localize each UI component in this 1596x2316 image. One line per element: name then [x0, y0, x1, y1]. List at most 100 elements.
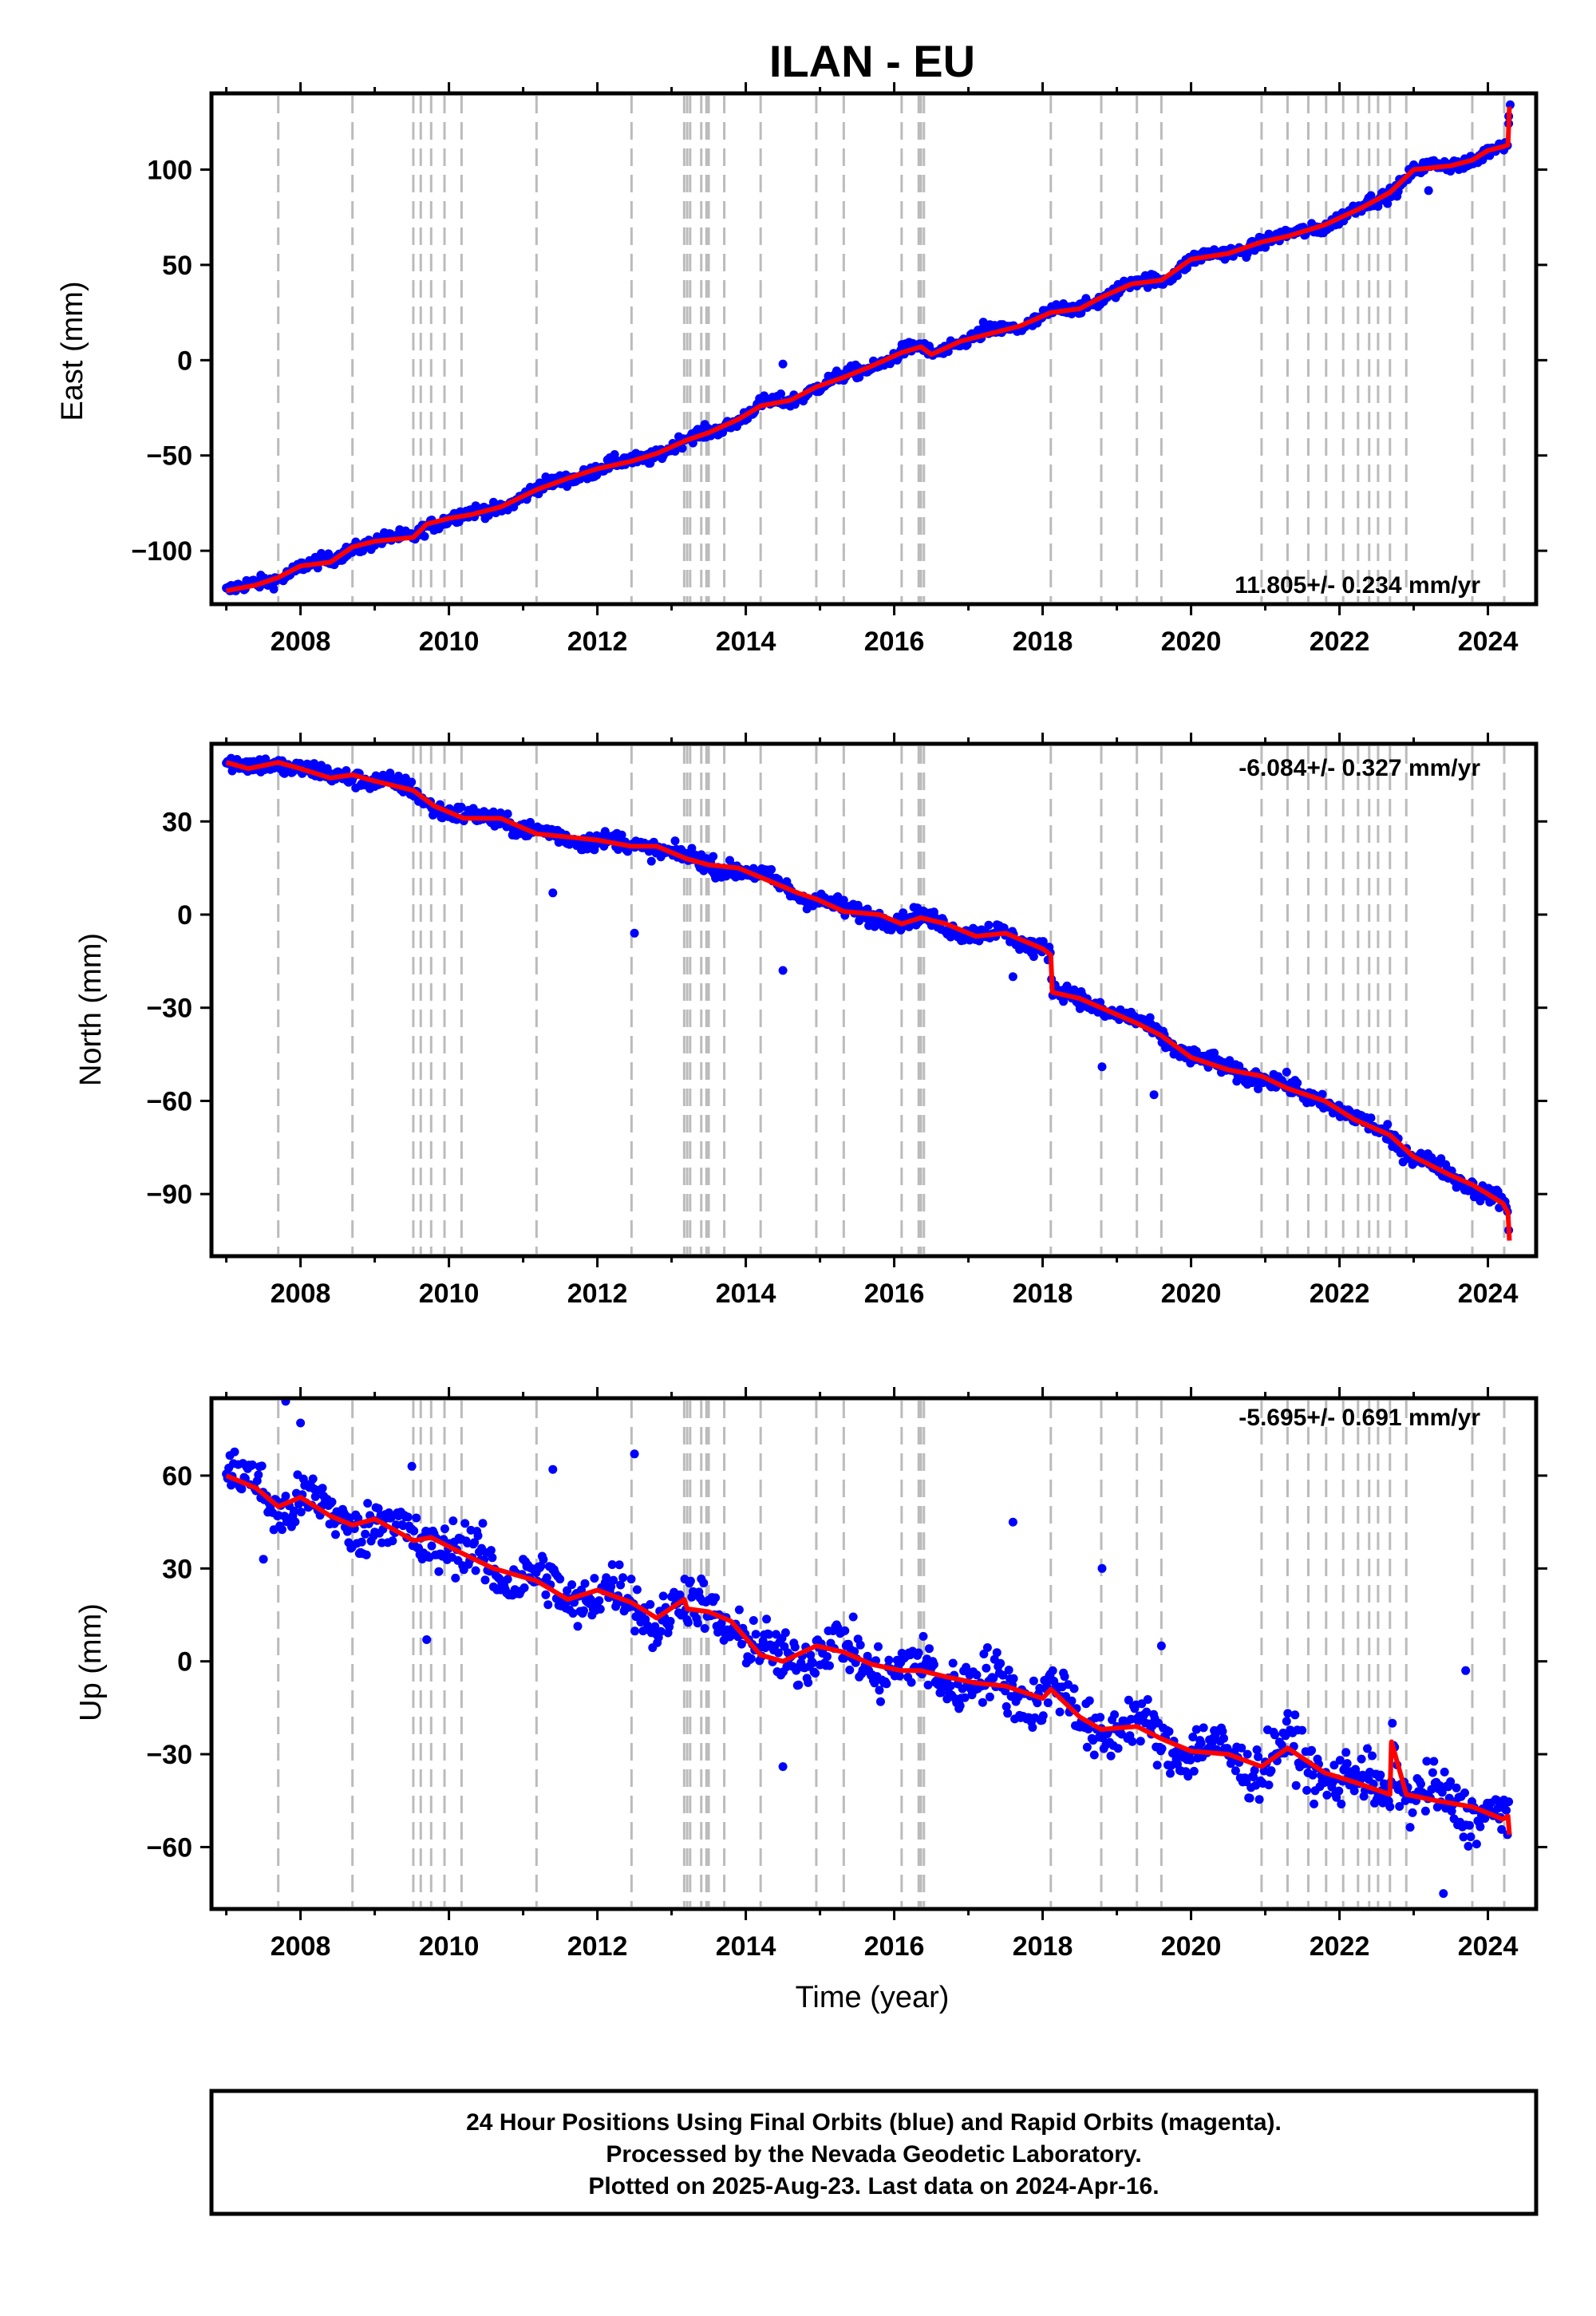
- data-point: [923, 1680, 933, 1690]
- rate-label: -6.084+/- 0.327 mm/yr: [1238, 755, 1480, 781]
- x-tick-label: 2024: [1458, 626, 1519, 657]
- x-tick-label: 2024: [1458, 1279, 1519, 1309]
- data-point: [427, 1541, 437, 1551]
- y-tick-label: −90: [146, 1180, 192, 1210]
- data-point: [543, 1600, 553, 1610]
- data-point: [361, 1529, 370, 1539]
- x-tick-label: 2020: [1161, 626, 1222, 657]
- data-point: [1033, 1698, 1042, 1708]
- data-point: [884, 1655, 894, 1665]
- x-tick-label: 2014: [716, 1279, 776, 1309]
- data-point: [261, 754, 271, 764]
- data-point: [1452, 1783, 1461, 1792]
- data-point: [1219, 1733, 1228, 1743]
- data-point: [946, 1682, 955, 1690]
- x-tick-label: 2018: [1013, 1931, 1073, 1962]
- x-tick-label: 2008: [271, 626, 331, 657]
- y-tick-label: −50: [146, 441, 192, 472]
- data-point: [1428, 1768, 1437, 1777]
- plot-frame: [209, 1396, 1539, 1911]
- data-point: [989, 1674, 998, 1683]
- x-tick-label: 2024: [1458, 1931, 1519, 1962]
- data-point: [1357, 1754, 1366, 1764]
- data-point: [1152, 1761, 1162, 1770]
- data-point: [776, 389, 785, 398]
- y-tick-label: −60: [146, 1832, 192, 1863]
- data-point: [327, 1497, 337, 1507]
- data-point: [656, 1626, 666, 1636]
- data-point: [409, 1526, 419, 1535]
- x-tick-label: 2012: [567, 1931, 628, 1962]
- data-point: [542, 1573, 551, 1583]
- data-point: [1199, 1723, 1208, 1733]
- data-points: [222, 753, 1514, 1235]
- outlier-point: [548, 888, 558, 898]
- data-point: [1142, 1707, 1152, 1717]
- data-point: [780, 1628, 790, 1638]
- data-point: [1128, 1737, 1137, 1746]
- data-point: [602, 1573, 611, 1583]
- data-point: [237, 1484, 247, 1494]
- data-point: [420, 532, 429, 541]
- data-point: [342, 1527, 352, 1536]
- data-point: [1145, 1013, 1155, 1022]
- data-points: [222, 100, 1515, 595]
- data-point: [1082, 1742, 1092, 1752]
- data-point: [1368, 1751, 1377, 1761]
- data-point: [1029, 1676, 1038, 1686]
- x-tick-label: 2014: [716, 626, 776, 657]
- data-points: [222, 1397, 1514, 1899]
- data-point: [342, 766, 351, 775]
- data-point: [978, 1697, 987, 1707]
- data-point: [1408, 1808, 1417, 1817]
- data-point: [1429, 1757, 1439, 1766]
- data-point: [373, 1504, 383, 1513]
- footer-box: 24 Hour Positions Using Final Orbits (bl…: [209, 2089, 1539, 2216]
- data-point: [1405, 1823, 1415, 1832]
- data-point: [876, 1697, 885, 1706]
- figure-title: ILAN - EU: [769, 36, 975, 86]
- data-point: [979, 1650, 989, 1658]
- data-point: [1043, 1698, 1053, 1708]
- x-axis: 2008 2010 2012 2014 2016 2018 2020 2022 2024: [225, 82, 1519, 657]
- data-point: [318, 1484, 327, 1493]
- data-point: [579, 1606, 588, 1615]
- outlier-point: [630, 1449, 639, 1459]
- data-point: [1003, 1709, 1013, 1718]
- data-point: [823, 1652, 832, 1662]
- data-point: [632, 1585, 642, 1595]
- data-point: [1290, 1710, 1300, 1720]
- data-point: [1067, 1696, 1077, 1705]
- data-point: [1335, 1756, 1345, 1765]
- data-point: [451, 1573, 460, 1583]
- outlier-point: [1461, 1666, 1471, 1675]
- data-point: [646, 1599, 655, 1609]
- y-tick-label: 50: [162, 251, 192, 281]
- x-tick-label: 2016: [864, 1931, 925, 1962]
- data-point: [848, 1612, 858, 1622]
- data-point: [1055, 1707, 1065, 1717]
- outlier-point: [1439, 1889, 1448, 1899]
- data-point: [1196, 1738, 1206, 1748]
- data-point: [503, 809, 512, 819]
- data-point: [1310, 1799, 1319, 1808]
- data-point: [855, 1640, 865, 1650]
- data-point: [1466, 1832, 1476, 1842]
- y-tick-label: 30: [162, 807, 192, 837]
- data-point: [1363, 1744, 1372, 1753]
- data-point: [1465, 1820, 1474, 1830]
- data-point: [1245, 1793, 1254, 1803]
- data-point: [1249, 1773, 1258, 1782]
- data-point: [1307, 1745, 1317, 1755]
- panel-east: 11.805+/- 0.234 mm/yr East (mm) 2008 2010…: [56, 82, 1547, 657]
- outlier-point: [778, 1762, 788, 1772]
- data-point: [1004, 1666, 1013, 1675]
- data-point: [1282, 1717, 1291, 1726]
- data-point: [1308, 1770, 1317, 1780]
- data-point: [1059, 997, 1069, 1006]
- data-point: [1166, 1769, 1175, 1778]
- x-tick-label: 2012: [567, 1279, 628, 1309]
- x-tick-label: 2016: [864, 1279, 925, 1309]
- data-point: [1283, 1709, 1293, 1718]
- data-point: [764, 1630, 774, 1639]
